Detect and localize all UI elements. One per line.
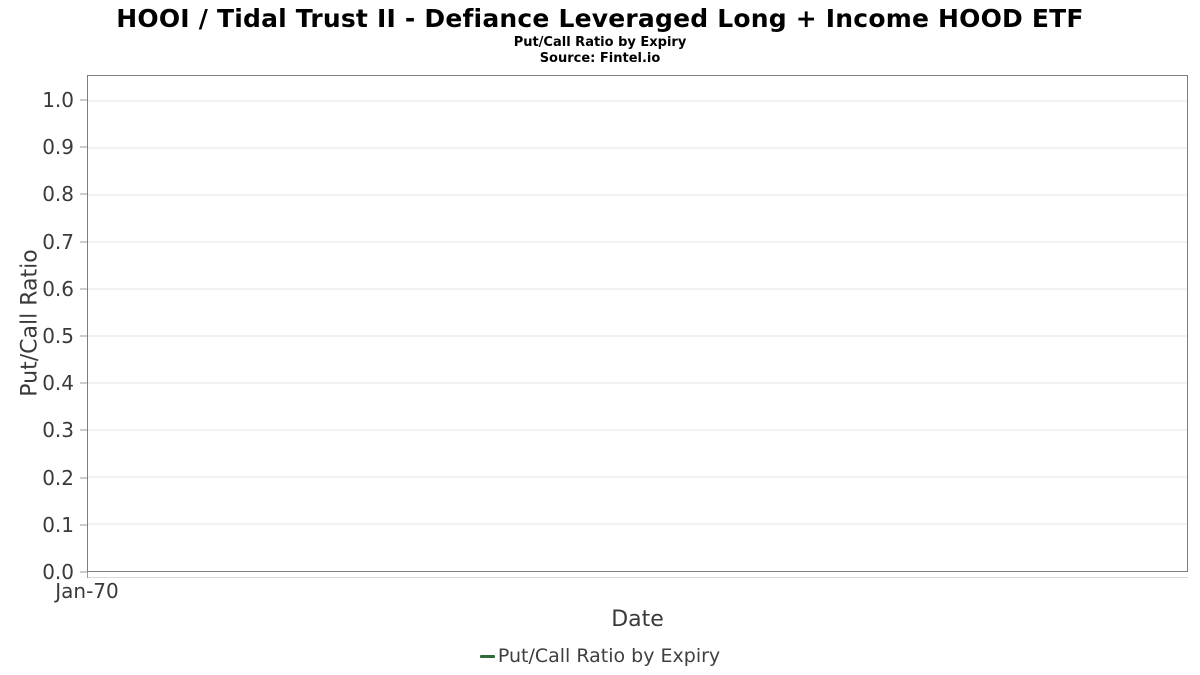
gridline — [88, 100, 1187, 102]
y-tick-label: 0.7 — [42, 229, 74, 254]
y-tick-label: 0.3 — [42, 418, 74, 443]
gridline — [88, 523, 1187, 525]
x-tick-label: Jan-70 — [55, 579, 119, 603]
legend-line-marker — [479, 654, 495, 658]
chart-source: Source: Fintel.io — [539, 51, 661, 66]
y-tick-label: 0.2 — [42, 465, 74, 490]
plot-area — [87, 75, 1188, 572]
x-axis-title: Date — [611, 607, 664, 632]
y-tick-label: 1.0 — [42, 88, 74, 112]
y-tick-mark — [80, 571, 87, 573]
y-tick-label: 0.6 — [42, 276, 74, 301]
gridline — [88, 429, 1187, 431]
gridline — [88, 241, 1187, 243]
gridline — [88, 335, 1187, 337]
y-tick-label: 0.8 — [42, 182, 74, 207]
chart-subtitle: Put/Call Ratio by Expiry — [513, 35, 687, 50]
y-tick-mark — [80, 477, 87, 479]
y-tick-mark — [80, 241, 87, 243]
y-tick-label: 0.5 — [42, 324, 74, 348]
y-tick-mark — [80, 335, 87, 337]
legend: Put/Call Ratio by Expiry — [0, 645, 1200, 667]
y-axis-ticks: 0.0 0.1 0.2 0.3 0.4 0.5 0.6 0.7 0.8 0.9 1.0 — [0, 75, 87, 584]
y-tick-mark — [80, 382, 87, 384]
gridline — [88, 476, 1187, 478]
y-tick-label: 0.4 — [42, 371, 74, 396]
y-tick-mark — [80, 288, 87, 290]
y-tick-label: 0.0 — [42, 560, 74, 584]
y-tick-mark — [80, 99, 87, 101]
gridline — [88, 194, 1187, 196]
x-axis-minor-line — [87, 577, 1188, 578]
chart-title: HOOI / Tidal Trust II - Defiance Leverag… — [116, 4, 1084, 33]
y-tick-label: 0.1 — [42, 512, 74, 537]
legend-label: Put/Call Ratio by Expiry — [497, 645, 721, 667]
gridline — [88, 382, 1187, 384]
y-tick-mark — [80, 146, 87, 148]
gridline — [88, 147, 1187, 149]
gridline — [88, 288, 1187, 290]
y-tick-mark — [80, 193, 87, 195]
y-tick-label: 0.9 — [42, 135, 74, 160]
y-tick-mark — [80, 524, 87, 526]
y-tick-mark — [80, 429, 87, 431]
x-tick-mark — [87, 572, 88, 578]
